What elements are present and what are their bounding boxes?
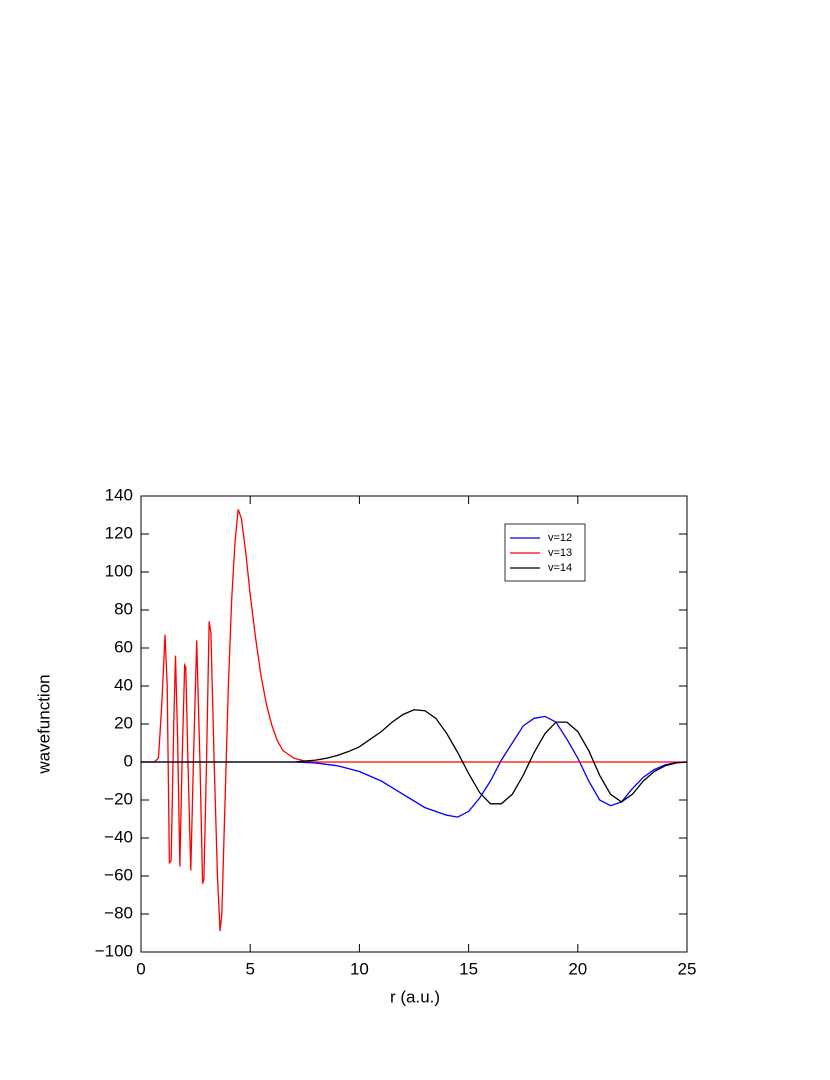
x-axis-label: r (a.u.) — [390, 987, 440, 1006]
x-tick-label: 5 — [245, 959, 254, 978]
y-tick-label: 20 — [114, 713, 133, 732]
legend-label: v=14 — [548, 562, 572, 574]
y-tick-label: 80 — [114, 599, 133, 618]
y-tick-label: 60 — [114, 637, 133, 656]
y-tick-label: 120 — [105, 523, 133, 542]
legend-label: v=13 — [548, 547, 572, 559]
y-tick-label: 40 — [114, 675, 133, 694]
plot-frame — [140, 495, 688, 953]
legend-label: v=12 — [548, 532, 572, 544]
y-axis-label: wavefunction — [34, 674, 53, 774]
x-tick-label: 0 — [136, 959, 145, 978]
y-tick-label: −80 — [104, 903, 133, 922]
y-tick-label: 0 — [124, 751, 133, 770]
x-tick-label: 25 — [678, 959, 697, 978]
y-tick-label: 100 — [105, 561, 133, 580]
series-line — [141, 709, 688, 805]
x-tick-label: 15 — [459, 959, 478, 978]
y-tick-label: −60 — [104, 865, 133, 884]
series-line — [141, 715, 688, 818]
y-tick-label: −100 — [95, 941, 133, 960]
x-tick-label: 20 — [568, 959, 587, 978]
y-tick-label: −20 — [104, 789, 133, 808]
y-tick-label: 140 — [105, 485, 133, 504]
x-tick-label: 10 — [350, 959, 369, 978]
series-line — [141, 509, 687, 932]
y-tick-label: −40 — [104, 827, 133, 846]
